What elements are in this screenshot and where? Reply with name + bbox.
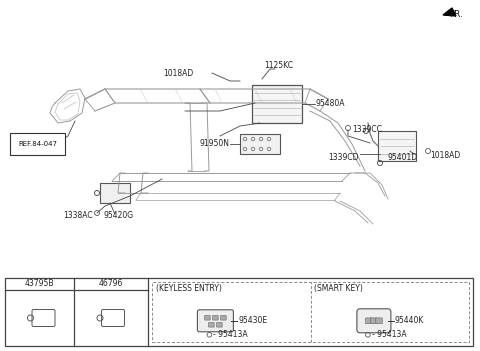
FancyBboxPatch shape (216, 323, 222, 327)
FancyBboxPatch shape (371, 318, 377, 324)
Text: 1339CD: 1339CD (328, 153, 359, 163)
Text: 1018AD: 1018AD (163, 68, 193, 78)
Text: - 95413A: - 95413A (372, 330, 407, 339)
Text: 95430E: 95430E (239, 316, 267, 325)
Polygon shape (443, 8, 456, 16)
Text: 43795B: 43795B (25, 279, 54, 289)
Text: FR.: FR. (449, 10, 463, 19)
Bar (252, 85, 302, 123)
Text: 95401D: 95401D (388, 153, 418, 163)
FancyBboxPatch shape (209, 323, 214, 327)
FancyBboxPatch shape (221, 316, 226, 320)
Text: 1338AC: 1338AC (63, 212, 93, 220)
Text: 46796: 46796 (99, 279, 123, 289)
FancyBboxPatch shape (213, 316, 218, 320)
Bar (240, 134, 280, 154)
Text: REF.84-047: REF.84-047 (18, 141, 57, 147)
Text: 95420G: 95420G (103, 212, 133, 220)
Text: - 95413A: - 95413A (214, 330, 248, 339)
Text: (KEYLESS ENTRY): (KEYLESS ENTRY) (156, 284, 222, 292)
Bar (378, 131, 416, 161)
FancyBboxPatch shape (357, 309, 391, 333)
FancyBboxPatch shape (204, 316, 210, 320)
FancyBboxPatch shape (365, 318, 372, 324)
FancyBboxPatch shape (375, 318, 382, 324)
FancyBboxPatch shape (197, 310, 233, 332)
Text: 95440K: 95440K (395, 316, 424, 325)
Text: 1339CC: 1339CC (352, 125, 382, 133)
Text: (SMART KEY): (SMART KEY) (314, 284, 363, 292)
Text: 91950N: 91950N (200, 139, 230, 148)
Text: 1125KC: 1125KC (264, 61, 293, 71)
Text: 1018AD: 1018AD (430, 151, 460, 159)
Bar (5, 278, 473, 346)
Bar (100, 183, 130, 203)
Text: 95480A: 95480A (316, 99, 346, 108)
